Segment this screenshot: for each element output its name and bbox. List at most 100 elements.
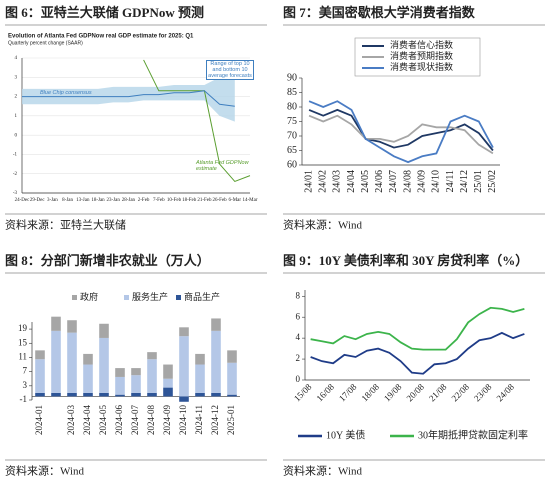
x-tick-label: 24/07 <box>388 170 399 193</box>
y-tick-label: 80 <box>287 101 297 112</box>
bar-segment <box>83 353 93 365</box>
series-label: Atlanta Fed GDPNow estimate <box>196 160 249 172</box>
bar-segment <box>99 323 109 338</box>
x-tick-label: 2024-10 <box>178 405 188 435</box>
bar-segment <box>131 375 141 393</box>
x-tick-label: 24/05 <box>360 170 371 193</box>
x-tick-label: 28-Jan <box>122 198 136 203</box>
bar-segment <box>131 368 141 376</box>
y-tick-label: -1 <box>13 153 18 158</box>
bar-segment <box>163 378 173 388</box>
bar-segment <box>227 362 237 395</box>
x-tick-label: 24/04 <box>346 170 357 193</box>
bar-segment <box>115 368 125 377</box>
series-line <box>308 114 494 155</box>
legend-label: 商品生产 <box>184 291 220 302</box>
series-line <box>22 90 235 107</box>
x-tick-label: 16/08 <box>314 381 336 403</box>
x-tick-label: 21-Feb <box>197 198 212 203</box>
y-tick-label: 15 <box>18 337 28 347</box>
bar-segment <box>51 330 61 393</box>
x-tick-label: 18/08 <box>359 381 381 403</box>
bar-segment <box>83 364 93 393</box>
series-line <box>308 108 494 152</box>
y-tick-label: 70 <box>287 130 297 141</box>
bar-segment <box>147 352 157 360</box>
series-line <box>310 306 525 351</box>
x-tick-label: 15/08 <box>292 381 314 403</box>
legend-label: 消费者现状指数 <box>390 61 453 72</box>
panel-heading: 图 9：10Y 美债利率和 30Y 房贷利率（%） <box>283 253 528 268</box>
bar-segment <box>211 330 221 393</box>
x-tick-label: 2024-08 <box>146 405 156 435</box>
x-tick-label: 23-Jan <box>107 198 121 203</box>
bar-segment <box>211 392 221 397</box>
x-tick-label: 24/12 <box>459 170 470 193</box>
y-tick-label: 90 <box>287 72 297 83</box>
x-tick-label: 19/08 <box>382 381 404 403</box>
y-tick-label: 6 <box>296 311 301 321</box>
x-tick-label: 2025-01 <box>226 405 236 435</box>
x-tick-label: 24/06 <box>374 170 385 193</box>
x-tick-label: 21/08 <box>427 381 449 403</box>
bar-segment <box>83 392 93 397</box>
x-tick-label: 26-Feb <box>213 198 228 203</box>
x-tick-label: 14-Mar <box>243 198 258 203</box>
y-tick-label: -3 <box>13 191 18 196</box>
x-tick-label: 2024-11 <box>194 405 204 435</box>
bar-segment <box>35 350 45 360</box>
series-line <box>143 59 251 183</box>
x-tick-label: 2-Feb <box>138 198 150 203</box>
x-tick-label: 24-Dec <box>15 198 30 203</box>
x-tick-label: 10-Feb <box>167 198 182 203</box>
bar-segment <box>179 336 189 397</box>
y-tick-label: -2 <box>13 172 18 177</box>
band-label: Range of top 10 and bottom 10 average fo… <box>206 60 254 80</box>
x-tick-label: 6-Mar <box>229 198 242 203</box>
chart-subtitle: Quarterly percent change (SAAR) <box>8 40 83 46</box>
forecast-band <box>22 75 235 122</box>
y-tick-label: 75 <box>287 116 297 127</box>
bar-segment <box>163 387 173 397</box>
y-tick-label: 85 <box>287 87 297 98</box>
x-tick-label: 2024-01 <box>34 405 44 435</box>
x-tick-label: 24/08 <box>402 170 413 193</box>
source: 资料来源：Wind <box>283 464 362 478</box>
y-tick-label: 1 <box>15 114 18 119</box>
bar-segment <box>67 392 77 397</box>
x-tick-label: 24/11 <box>445 170 456 192</box>
bar-segment <box>147 359 157 393</box>
y-tick-label: 7 <box>23 366 28 376</box>
y-tick-label: 19 <box>18 323 28 333</box>
bar-segment <box>99 337 109 393</box>
x-tick-label: 24/01 <box>303 170 314 193</box>
bar-segment <box>67 332 77 393</box>
legend-label: 消费者信心指数 <box>390 39 453 50</box>
legend-swatch <box>72 295 77 300</box>
y-tick-label: 4 <box>296 332 301 342</box>
bar-segment <box>115 394 125 397</box>
x-tick-label: 24/02 <box>318 170 329 193</box>
x-tick-label: 3-Jan <box>47 198 58 203</box>
bar-segment <box>131 392 141 397</box>
bar-segment <box>115 376 125 395</box>
x-tick-label: 29-Dec <box>30 198 45 203</box>
series-label: Blue Chip consensus <box>40 90 92 96</box>
y-tick-label: 8 <box>296 290 301 300</box>
legend-swatch <box>176 295 181 300</box>
y-tick-label: 0 <box>15 133 18 138</box>
panel-heading: 图 7：美国密歇根大学消费者指数 <box>283 5 476 20</box>
bar-segment <box>195 392 205 397</box>
x-tick-label: 24/09 <box>417 170 428 193</box>
x-tick-label: 2024-09 <box>162 405 172 435</box>
x-tick-label: 7-Feb <box>153 198 165 203</box>
bar-segment <box>35 359 45 393</box>
y-tick-label: 0 <box>296 374 301 384</box>
legend-label: 消费者预期指数 <box>390 50 453 61</box>
bar-segment <box>179 396 189 402</box>
source: 资料来源：Wind <box>283 218 362 232</box>
series-line <box>310 331 525 375</box>
legend-label: 10Y 美债 <box>326 428 365 441</box>
